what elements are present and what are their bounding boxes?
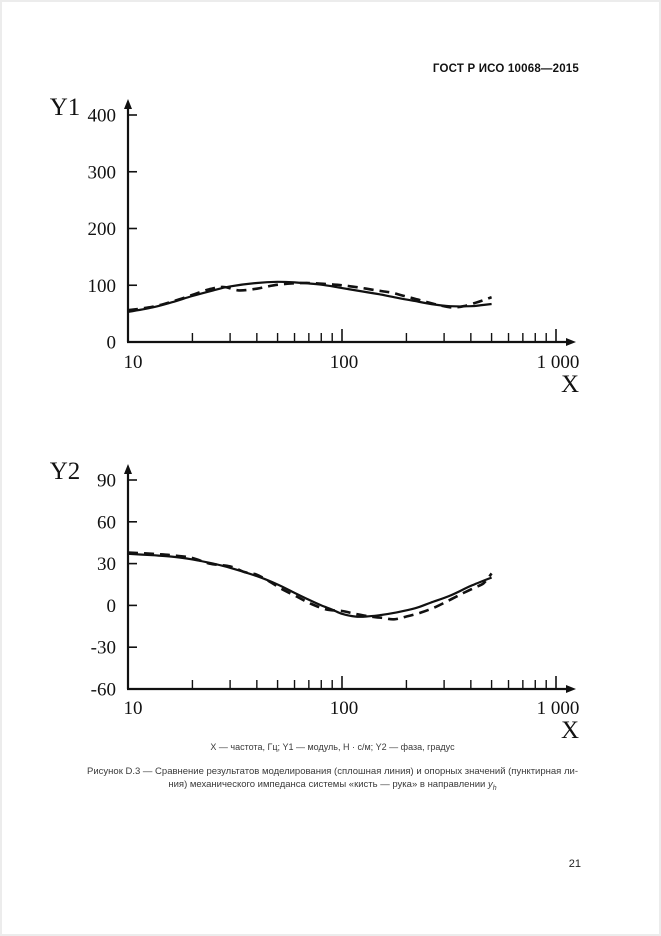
series-solid-line	[127, 552, 493, 618]
y-tick-label: -60	[91, 680, 116, 701]
x-tick-label: 100	[330, 352, 359, 373]
figure-caption: Рисунок D.3 — Сравнение результатов моде…	[32, 765, 633, 795]
y-axis-name-label: Y1	[50, 94, 81, 121]
y-tick-label: 100	[88, 276, 117, 297]
series-solid-line	[127, 280, 492, 313]
chart-y1-svg: 0 100 200 300 400 10 100 1 000 Y1 X	[50, 94, 580, 398]
y-axis-name-label: Y2	[50, 458, 81, 485]
document-header-title: ГОСТ Р ИСО 10068—2015	[432, 63, 579, 75]
figure-caption-line2-text: ния) механического импеданса системы «ки…	[168, 779, 488, 790]
x-tick-label: 1 000	[537, 352, 580, 373]
y-tick-label: 0	[107, 596, 117, 617]
y-axis-arrow-icon	[124, 464, 132, 474]
y-axis-arrow-icon	[124, 99, 132, 109]
y-tick-label: 300	[88, 162, 117, 183]
x-tick-label: 10	[124, 698, 143, 719]
chart-y2-svg: -60 -30 0 30 60 90 10 100 1 000 Y2 X	[50, 458, 580, 744]
x-axis-arrow-icon	[566, 338, 576, 346]
x-tick-label: 10	[124, 352, 143, 373]
figure-caption-line1: Рисунок D.3 — Сравнение результатов моде…	[87, 766, 578, 777]
variable-y-subscript: h	[492, 784, 497, 792]
x-axis-name-label: X	[561, 371, 579, 398]
y-tick-label: 30	[97, 554, 116, 575]
x-tick-label: 100	[330, 698, 359, 719]
x-tick-label: 1 000	[537, 698, 580, 719]
y-tick-label: 90	[97, 471, 116, 492]
y-tick-label: 400	[88, 106, 117, 127]
figure-caption-line2: ния) механического импеданса системы «ки…	[32, 778, 633, 795]
y-tick-label: 200	[88, 219, 117, 240]
x-axis-name-label: X	[561, 717, 579, 744]
axis-legend-caption: X — частота, Гц; Y1 — модуль, Н · с/м; Y…	[210, 742, 455, 752]
chart-y2: -60 -30 0 30 60 90 10 100 1 000 Y2 X	[42, 452, 612, 752]
series-dashed-line	[127, 551, 493, 621]
series-dashed-line	[127, 281, 493, 312]
y-tick-label: 60	[97, 512, 116, 533]
y-tick-label: -30	[91, 638, 116, 659]
variable-y: y	[487, 779, 493, 790]
x-axis-arrow-icon	[566, 685, 576, 693]
y-tick-label: 0	[107, 333, 117, 354]
chart-y1: 0 100 200 300 400 10 100 1 000 Y1 X	[42, 90, 612, 410]
page-number: 21	[568, 858, 581, 870]
